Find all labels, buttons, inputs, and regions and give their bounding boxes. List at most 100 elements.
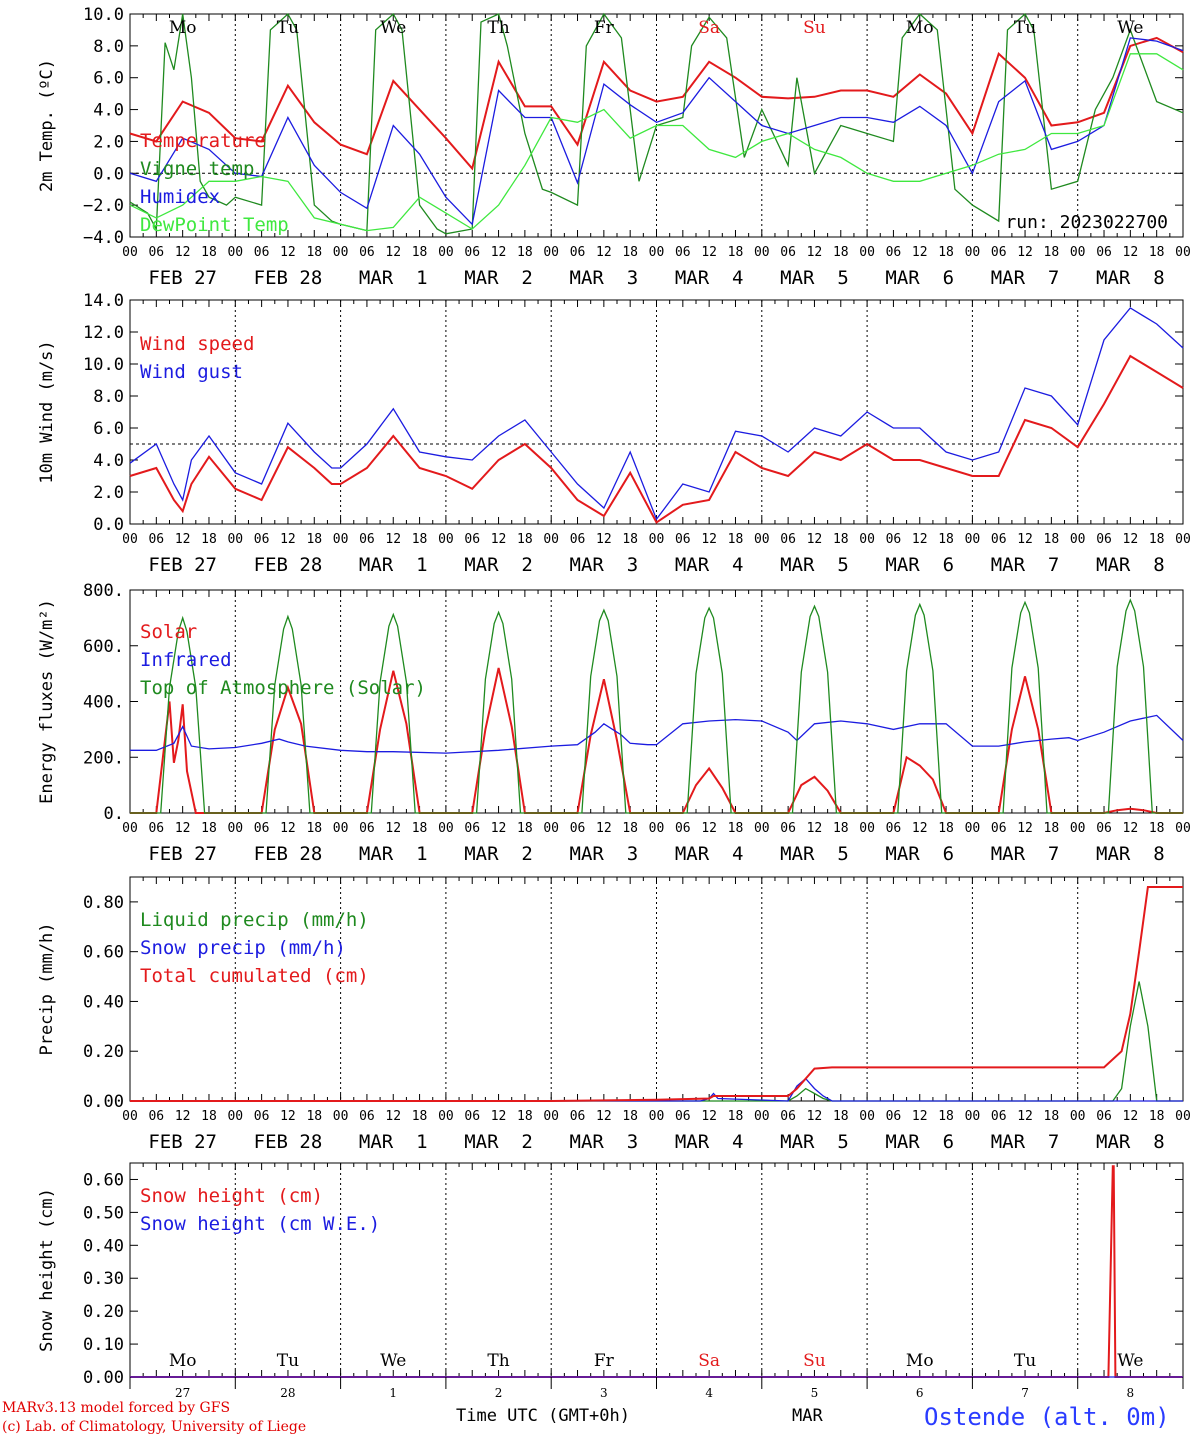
date-label: MAR 3 xyxy=(570,554,639,576)
date-label: MAR 8 xyxy=(1096,1131,1165,1153)
hour-tick-label: 18 xyxy=(728,245,744,260)
hour-tick-label: 12 xyxy=(280,821,296,836)
y-tick-label: 12.0 xyxy=(83,323,124,343)
legend-entry: Infrared xyxy=(140,649,232,671)
legend-entry: Snow height (cm) xyxy=(140,1185,323,1207)
series-line-top-of-atmosphere-solar- xyxy=(130,598,1183,814)
y-tick-label: 0.60 xyxy=(83,1170,124,1190)
model-credit: MARv3.13 model forced by GFS xyxy=(2,1400,231,1416)
hour-tick-label: 06 xyxy=(570,1109,586,1124)
series-line-humidex xyxy=(129,37,1184,226)
weekday-label: We xyxy=(1117,18,1143,38)
hour-tick-label: 12 xyxy=(175,245,191,260)
hour-tick-label: 06 xyxy=(464,821,480,836)
y-tick-label: −2.0 xyxy=(83,196,124,216)
y-tick-label: 0. xyxy=(104,804,124,824)
weekday-label: Fr xyxy=(594,18,615,38)
hour-tick-label: 00 xyxy=(227,245,243,260)
date-label: MAR 4 xyxy=(675,1131,744,1153)
hour-tick-label: 06 xyxy=(359,532,375,547)
hour-tick-label: 18 xyxy=(938,532,954,547)
hour-tick-label: 00 xyxy=(754,532,770,547)
y-tick-label: 2.0 xyxy=(93,132,124,152)
hour-tick-label: 12 xyxy=(701,821,717,836)
hour-tick-label: 18 xyxy=(517,532,533,547)
hour-tick-label: 06 xyxy=(254,821,270,836)
y-tick-label: 8.0 xyxy=(93,387,124,407)
hour-tick-label: 12 xyxy=(385,821,401,836)
weekday-label: Sa xyxy=(698,18,720,38)
hour-tick-label: 12 xyxy=(1123,245,1139,260)
date-label: FEB 28 xyxy=(254,554,323,576)
date-label: MAR 4 xyxy=(675,843,744,865)
hour-tick-label: 06 xyxy=(886,245,902,260)
hour-tick-label: 18 xyxy=(833,1109,849,1124)
legend-entry: Top of Atmosphere (Solar) xyxy=(140,677,426,699)
hour-tick-label: 12 xyxy=(807,1109,823,1124)
y-tick-label: 0.0 xyxy=(93,164,124,184)
y-axis-title: 2m Temp. (ºC) xyxy=(37,59,57,192)
date-label: MAR 4 xyxy=(675,554,744,576)
day-number-label: 7 xyxy=(1021,1386,1029,1400)
hour-tick-label: 12 xyxy=(491,1109,507,1124)
hour-tick-label: 06 xyxy=(148,1109,164,1124)
date-label: FEB 27 xyxy=(148,1131,217,1153)
series-line-dewpoint-temp xyxy=(129,53,1184,232)
hour-tick-label: 06 xyxy=(886,1109,902,1124)
y-axis-title: Energy fluxes (W/m²) xyxy=(37,599,57,804)
hour-tick-label: 12 xyxy=(175,532,191,547)
hour-tick-label: 00 xyxy=(754,821,770,836)
weekday-label: Th xyxy=(487,18,509,38)
hour-tick-label: 00 xyxy=(754,245,770,260)
hour-tick-label: 06 xyxy=(254,532,270,547)
hour-tick-label: 06 xyxy=(780,821,796,836)
hour-tick-label: 18 xyxy=(412,532,428,547)
y-tick-label: 6.0 xyxy=(93,69,124,89)
hour-tick-label: 18 xyxy=(1044,532,1060,547)
hour-tick-label: 12 xyxy=(491,821,507,836)
y-tick-label: 6.0 xyxy=(93,419,124,439)
series-line-wind-speed xyxy=(129,354,1184,524)
weekday-label: We xyxy=(1117,1351,1143,1371)
date-label: MAR 3 xyxy=(570,1131,639,1153)
hour-tick-label: 06 xyxy=(991,1109,1007,1124)
date-label: FEB 28 xyxy=(254,1131,323,1153)
hour-tick-label: 18 xyxy=(201,821,217,836)
hour-tick-label: 12 xyxy=(1017,821,1033,836)
hour-tick-label: 00 xyxy=(649,532,665,547)
hour-tick-label: 12 xyxy=(807,245,823,260)
date-label: MAR 2 xyxy=(464,1131,533,1153)
hour-tick-label: 00 xyxy=(122,245,138,260)
hour-tick-label: 06 xyxy=(148,821,164,836)
y-axis-title: Precip (mm/h) xyxy=(37,922,57,1055)
weekday-label: Su xyxy=(803,1351,826,1371)
y-tick-label: −4.0 xyxy=(83,228,124,248)
date-label: MAR 5 xyxy=(780,554,849,576)
y-tick-label: 14.0 xyxy=(83,291,124,311)
hour-tick-label: 00 xyxy=(227,1109,243,1124)
hour-tick-label: 00 xyxy=(227,532,243,547)
hour-tick-label: 00 xyxy=(859,245,875,260)
hour-tick-label: 06 xyxy=(1096,532,1112,547)
hour-tick-label: 12 xyxy=(596,245,612,260)
series-line-temperature xyxy=(129,36,1184,171)
hour-tick-label: 12 xyxy=(491,245,507,260)
y-tick-label: 4.0 xyxy=(93,451,124,471)
legend-entry: Solar xyxy=(140,621,197,643)
hour-tick-label: 00 xyxy=(543,245,559,260)
hour-tick-label: 18 xyxy=(412,1109,428,1124)
y-tick-label: 10.0 xyxy=(83,355,124,375)
hour-tick-label: 18 xyxy=(833,821,849,836)
hour-tick-label: 06 xyxy=(359,1109,375,1124)
legend-entry: Wind gust xyxy=(140,361,243,383)
hour-tick-label: 18 xyxy=(1044,821,1060,836)
legend-entry: Snow height (cm W.E.) xyxy=(140,1213,380,1235)
hour-tick-label: 00 xyxy=(965,821,981,836)
hour-tick-label: 18 xyxy=(517,821,533,836)
hour-tick-label: 12 xyxy=(1123,532,1139,547)
y-tick-label: 0.00 xyxy=(83,1092,124,1112)
hour-tick-label: 06 xyxy=(780,1109,796,1124)
hour-tick-label: 12 xyxy=(596,821,612,836)
hour-tick-label: 00 xyxy=(333,821,349,836)
